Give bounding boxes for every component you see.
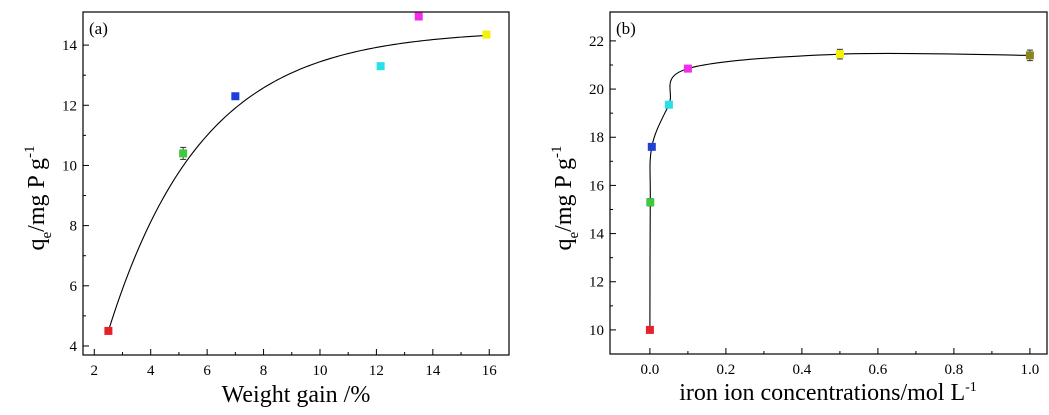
panel-b-x-tick-label: 0.8 <box>945 362 964 378</box>
panel-b-data-point <box>646 198 655 207</box>
panel-b-y-tick-label: 18 <box>589 130 604 146</box>
panel-a-x-axis-title: Weight gain /% <box>222 382 371 408</box>
panel-b-data-point <box>835 50 844 59</box>
panel-b-y-tick-label: 12 <box>589 275 604 291</box>
panel-a-label: (a) <box>89 19 108 38</box>
panel-b-data-point <box>647 142 656 151</box>
panel-b-chart: (b) 0.0 0.2 0.4 0.6 0.8 1.0 10 12 14 16 18 20 22 iron … <box>549 11 1048 406</box>
panel-a-y-tick-label: 8 <box>70 219 78 235</box>
panel-a-x-tick-label: 4 <box>147 363 155 379</box>
panel-a-data-point <box>414 12 423 21</box>
panel-a-y-tick-label: 12 <box>62 98 77 114</box>
panel-a-plot-frame <box>82 11 510 356</box>
panel-b-data-point <box>664 100 673 109</box>
panel-b-x-tick-label: 0.2 <box>717 362 736 378</box>
panel-a-y-tick-label: 6 <box>70 279 78 295</box>
panel-a-x-tick-label: 16 <box>482 363 498 379</box>
panel-b-y-axis-title: qe/mg P g-1 <box>549 146 582 251</box>
panel-a-data-point <box>104 326 113 335</box>
panel-b-data-point <box>1025 51 1034 60</box>
panel-a-x-tick-label: 8 <box>260 363 268 379</box>
panel-b-y-tick-label: 20 <box>589 82 604 98</box>
panel-a-x-tick-label: 10 <box>312 363 327 379</box>
panel-a-x-tick-label: 6 <box>203 363 211 379</box>
panel-a-data-point <box>231 92 240 101</box>
panel-b-x-tick-label: 1.0 <box>1021 362 1040 378</box>
panel-a-y-tick-label: 10 <box>62 158 77 174</box>
panel-a-x-tick-label: 2 <box>91 363 99 379</box>
panel-b-data-point <box>683 64 692 73</box>
panel-b-x-tick-label: 0.0 <box>641 362 660 378</box>
panel-b-x-tick-label: 0.4 <box>793 362 812 378</box>
panel-b-x-tick-label: 0.6 <box>869 362 888 378</box>
panel-b-data-point <box>645 325 654 334</box>
panel-b-plot-frame <box>609 11 1048 355</box>
panel-b-x-axis-title: iron ion concentrations/mol L-1 <box>679 380 977 406</box>
panel-b-label: (b) <box>616 19 636 38</box>
panel-a-y-tick-label: 14 <box>62 38 78 54</box>
panel-a-x-tick-label: 14 <box>425 363 441 379</box>
panel-b-y-tick-label: 14 <box>589 227 605 243</box>
panel-a-data-point <box>376 62 385 71</box>
panel-b-y-tick-label: 22 <box>589 34 604 50</box>
panel-b-y-tick-label: 16 <box>589 178 605 194</box>
panel-a-y-axis-title: qe/mg P g-1 <box>22 146 55 251</box>
panel-b-y-tick-label: 10 <box>589 323 604 339</box>
panel-a-data-point <box>482 30 491 39</box>
panel-a-fit-curve <box>107 34 487 332</box>
panel-b-fit-curve <box>649 52 1030 330</box>
panel-a-x-tick-label: 12 <box>369 363 384 379</box>
panel-a-data-point <box>179 149 188 158</box>
panel-a-y-tick-label: 4 <box>70 339 78 355</box>
